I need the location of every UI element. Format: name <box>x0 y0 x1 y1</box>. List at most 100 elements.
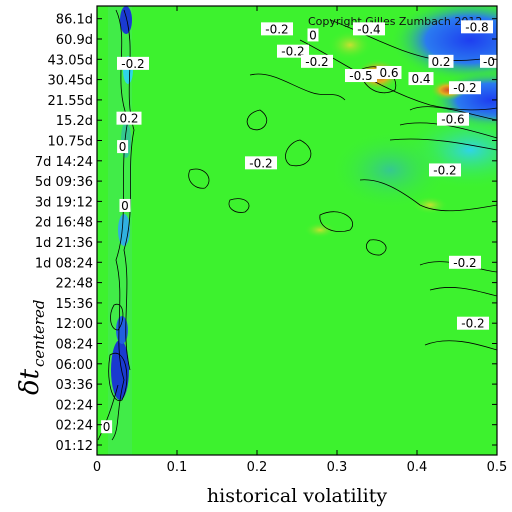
y-tick-label: 43.05d <box>48 53 93 68</box>
contour-label: 0.4 <box>411 72 430 86</box>
contour-label-box <box>117 140 129 154</box>
contour-line <box>409 106 497 121</box>
contour-label-box <box>307 28 319 42</box>
contour-label-box <box>277 44 309 58</box>
contour-line <box>108 352 128 401</box>
y-tick-label: 7d 14:24 <box>35 155 93 170</box>
y-tick-label: 30.45d <box>48 74 93 89</box>
x-tick-label: 0.1 <box>167 460 188 475</box>
contour-label: -0.2 <box>281 45 304 59</box>
contour-label-box <box>261 22 293 36</box>
x-tick-label: 0 <box>93 460 101 475</box>
y-tick-label: 2d 16:48 <box>35 216 93 231</box>
y-tick-label: 01:12 <box>56 439 93 454</box>
contour-label: 0 <box>119 140 127 154</box>
contour-line <box>110 303 124 331</box>
contour-line <box>249 73 346 101</box>
contour-label: 0 <box>103 420 111 434</box>
y-axis-label-group: δt centered <box>15 300 48 396</box>
contour-label: 0.2 <box>119 112 138 126</box>
y-tick-label: 60.9d <box>56 33 93 48</box>
contour-label-box <box>437 112 469 126</box>
y-tick-label: 02:24 <box>56 398 93 413</box>
copyright-text: Copyright Gilles Zumbach 2012 <box>308 15 482 28</box>
contour-line <box>429 287 497 297</box>
x-tick-label: 0.2 <box>247 460 268 475</box>
contour-label: -0.2 <box>265 22 288 36</box>
contour-lines <box>97 9 497 441</box>
y-tick-label: 08:24 <box>56 338 93 353</box>
y-axis-label-subscript: centered <box>30 300 48 368</box>
contour-label-box <box>345 69 377 83</box>
y-tick-label: 22:48 <box>56 277 93 292</box>
y-tick-label: 86.1d <box>56 13 93 28</box>
y-tick-label: 06:00 <box>56 358 93 373</box>
contour-label-box <box>117 56 149 70</box>
y-tick-label: 1d 08:24 <box>35 256 93 271</box>
contour-line <box>97 384 119 441</box>
contour-label: 0 <box>309 28 317 42</box>
contour-line <box>228 198 250 213</box>
contour-label-box <box>449 255 481 269</box>
y-tick-label: 15.2d <box>56 114 93 129</box>
contour-label-box <box>461 20 493 34</box>
contour-label: -0.2 <box>453 81 476 95</box>
contour-label: -0.2 <box>121 57 144 71</box>
contour-label-box <box>119 198 131 212</box>
contour-line <box>188 168 210 189</box>
plot-frame <box>96 5 498 456</box>
contour-label-box <box>376 65 402 79</box>
contour-label: -0.4 <box>357 22 380 36</box>
contour-label-box <box>428 54 454 68</box>
y-tick-label: 1d 21:36 <box>35 236 93 251</box>
contour-label-box <box>353 22 385 36</box>
x-tick-label: 0.4 <box>407 460 428 475</box>
contour-label: -0.2 <box>249 156 272 170</box>
y-tick-label: 12:00 <box>56 317 93 332</box>
contour-line <box>424 340 497 351</box>
contour-label: 0 <box>121 199 129 213</box>
y-tick-label: 5d 09:36 <box>35 175 93 190</box>
contour-line <box>319 211 353 232</box>
contour-label: -0.6 <box>441 113 464 127</box>
contour-label: -0.2 <box>453 256 476 270</box>
y-tick-label: 03:36 <box>56 378 93 393</box>
contour-label-box <box>408 72 434 86</box>
contour-label: -0.2 <box>433 163 456 177</box>
contour-line <box>366 239 387 256</box>
x-tick-label: 0.5 <box>487 460 508 475</box>
contour-label: -0.2 <box>305 55 328 69</box>
y-tick-label: 15:36 <box>56 297 93 312</box>
contour-label-box <box>480 54 498 68</box>
contour-labels: -0.2 0 -0.4 -0.8-0.2-0.2-0.5 0.60.20.4-0.2-0… <box>101 20 498 434</box>
x-tick-label: 0.3 <box>327 460 348 475</box>
contour-line <box>285 139 312 167</box>
contour-line <box>399 122 497 139</box>
contour-label: 0.2 <box>431 55 450 69</box>
contour-line <box>123 9 135 371</box>
contour-label-box <box>449 81 481 95</box>
y-axis: 01:12 02:24 02:24 03:36 06:00 08:24 12:00 15:36… <box>35 13 497 454</box>
contour-label-box <box>245 156 277 170</box>
x-axis: 0 0.1 0.2 0.3 0.4 0.5 <box>93 6 507 475</box>
contour-line <box>111 9 129 441</box>
y-axis-label: δt <box>15 368 45 395</box>
x-axis-label: historical volatility <box>207 485 387 507</box>
contour-label: -0.8 <box>465 20 488 34</box>
contour-label-box <box>101 420 113 434</box>
contour-label: -0.2 <box>461 317 484 331</box>
contour-label-box <box>301 54 333 68</box>
contour-label-box <box>429 163 461 177</box>
y-tick-label: 3d 19:12 <box>35 195 93 210</box>
contour-label: 0.6 <box>379 66 398 80</box>
y-tick-label: 10.75d <box>48 135 93 150</box>
contour-line <box>246 109 267 131</box>
contour-line <box>389 138 497 151</box>
contour-label-box <box>457 316 489 330</box>
y-tick-label: 02:24 <box>56 419 93 434</box>
contour-label: -0 <box>483 55 495 69</box>
contour-line <box>359 179 497 212</box>
contour-label-box <box>116 111 142 125</box>
contour-label: -0.5 <box>349 69 372 83</box>
